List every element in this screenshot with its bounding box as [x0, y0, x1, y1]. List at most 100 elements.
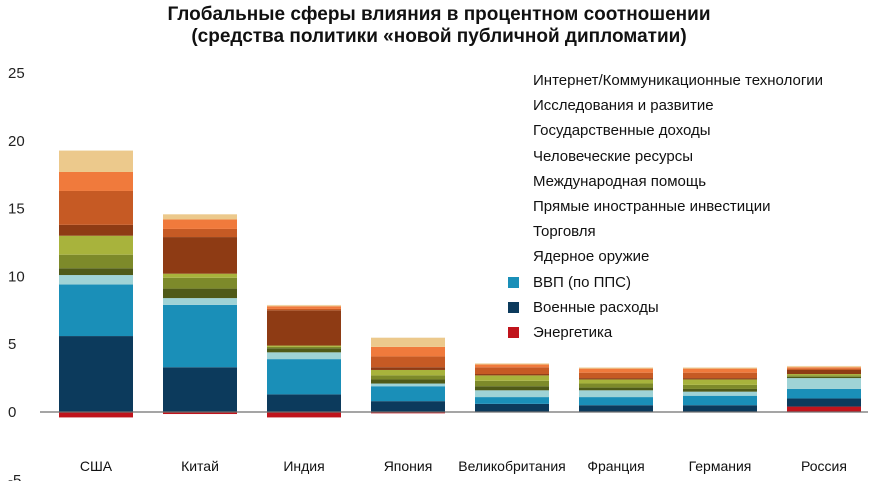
bar-segment	[683, 367, 757, 369]
bar-segment	[163, 288, 237, 299]
bar-segment	[683, 378, 757, 380]
legend-label: Исследования и развитие	[533, 97, 714, 115]
legend-item: Интернет/Коммуникационные технологии	[508, 68, 823, 93]
bar-segment	[371, 356, 445, 368]
legend-swatch	[508, 251, 519, 262]
bar-segment	[267, 359, 341, 395]
bar-segment	[371, 383, 445, 387]
bar-segment	[59, 336, 133, 412]
bar-segment	[163, 214, 237, 220]
x-tick-label: Китай	[181, 458, 219, 474]
legend-swatch	[508, 100, 519, 111]
bar-segment	[371, 337, 445, 347]
bar-segment	[579, 405, 653, 412]
bar-segment	[163, 219, 237, 229]
legend-label: Интернет/Коммуникационные технологии	[533, 72, 824, 90]
legend-swatch	[508, 75, 519, 86]
bar-segment	[59, 150, 133, 172]
bar-segment	[475, 390, 549, 398]
bar-segment	[683, 405, 757, 412]
bar-segment	[163, 367, 237, 412]
bar-segment	[475, 363, 549, 365]
legend-item: Энергетика	[508, 320, 823, 345]
bar-segment	[371, 367, 445, 370]
y-tick-label: 10	[8, 268, 25, 285]
x-tick-label: Германия	[689, 458, 752, 474]
legend-label: Энергетика	[533, 323, 613, 341]
bar-segment	[579, 368, 653, 373]
legend-swatch	[508, 301, 519, 313]
bar-segment	[163, 237, 237, 274]
bar-segment	[163, 304, 237, 368]
bar-segment	[683, 395, 757, 406]
bar-segment	[59, 224, 133, 236]
legend-item: Ядерное оружие	[508, 244, 823, 269]
chart-title-block: Глобальные сферы влияния в процентном со…	[0, 4, 878, 48]
bar-segment	[683, 388, 757, 392]
chart-legend: Интернет/Коммуникационные технологии Иссл…	[508, 68, 823, 345]
legend-swatch	[508, 201, 519, 212]
y-tick-label: 0	[8, 404, 16, 421]
bar-segment	[163, 277, 237, 289]
bar-segment	[267, 306, 341, 309]
bar-segment	[59, 275, 133, 285]
legend-item: Человеческие ресурсы	[508, 144, 823, 169]
bar-segment	[267, 348, 341, 353]
bar-segment	[683, 391, 757, 396]
bar-segment	[371, 386, 445, 402]
bar-segment	[787, 406, 861, 412]
bar-segment	[475, 374, 549, 376]
legend-item: ВВП (по ППС)	[508, 270, 823, 295]
legend-item: Военные расходы	[508, 295, 823, 320]
bar-segment	[59, 284, 133, 337]
bar-segment	[787, 365, 861, 368]
bar-segment	[579, 372, 653, 379]
bar-segment	[579, 387, 653, 391]
bar-segment	[579, 390, 653, 398]
bar-segment	[579, 379, 653, 384]
bar-segment	[163, 228, 237, 238]
bar-segment	[59, 171, 133, 191]
bar-segment	[683, 379, 757, 385]
bar-segment	[163, 273, 237, 278]
bar-segment	[683, 384, 757, 389]
legend-label: Международная помощь	[533, 172, 707, 190]
bar-segment	[787, 376, 861, 379]
legend-swatch	[508, 226, 519, 237]
x-tick-label: Индия	[283, 458, 324, 474]
legend-item: Государственные доходы	[508, 118, 823, 143]
bar-segment	[267, 346, 341, 349]
legend-swatch	[508, 276, 519, 288]
bar-segment	[267, 304, 341, 307]
bar-segment	[787, 398, 861, 407]
bar-segment	[59, 190, 133, 225]
x-tick-label: Великобритания	[458, 458, 566, 474]
legend-label: Прямые иностранные инвестиции	[533, 198, 771, 216]
x-tick-label: Япония	[384, 458, 433, 474]
bar-segment	[267, 394, 341, 412]
x-tick-label: Франция	[587, 458, 644, 474]
bar-segment	[267, 412, 341, 418]
legend-label: Государственные доходы	[533, 122, 711, 140]
bar-segment	[579, 378, 653, 380]
chart-subtitle: (средства политики «новой публичной дипл…	[191, 26, 687, 47]
bar-segment	[787, 388, 861, 399]
bar-segment	[787, 369, 861, 375]
bar-segment	[371, 369, 445, 376]
y-tick-label: 15	[8, 201, 25, 218]
legend-label: Человеческие ресурсы	[533, 147, 693, 165]
y-tick-label: -5	[8, 472, 21, 481]
legend-item: Прямые иностранные инвестиции	[508, 194, 823, 219]
legend-swatch	[508, 151, 519, 162]
bar-segment	[267, 310, 341, 346]
bar-segment	[579, 367, 653, 369]
bar-segment	[787, 368, 861, 370]
bar-segment	[579, 383, 653, 388]
x-tick-label: Россия	[801, 458, 847, 474]
bar-segment	[683, 368, 757, 373]
bar-segment	[787, 374, 861, 376]
bar-segment	[267, 308, 341, 311]
legend-item: Исследования и развитие	[508, 93, 823, 118]
bar-segment	[371, 379, 445, 384]
